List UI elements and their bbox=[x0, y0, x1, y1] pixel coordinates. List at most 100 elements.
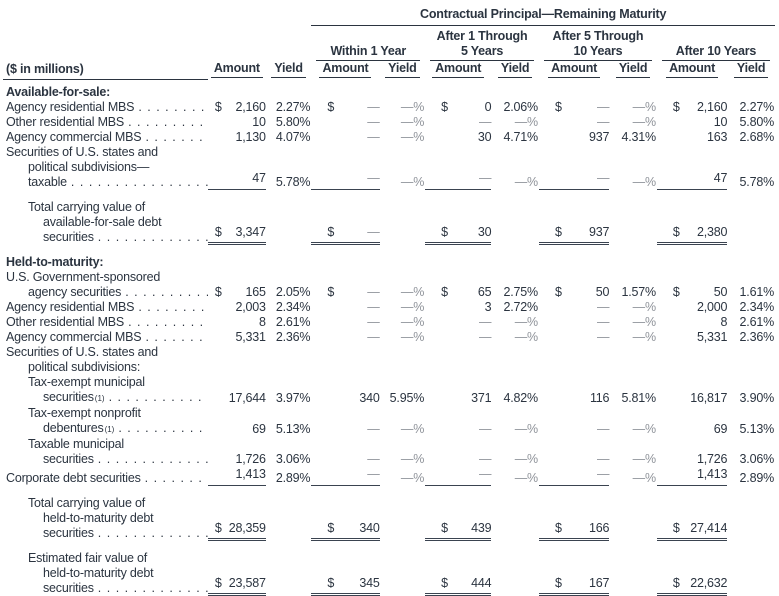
amount-value: — bbox=[596, 467, 610, 481]
yield-value: —% bbox=[632, 115, 656, 129]
yield-value: —% bbox=[632, 100, 656, 114]
amount-cell: 937 bbox=[539, 130, 609, 145]
footnote-marker: (1) bbox=[104, 425, 115, 434]
row-label-text: Tax-exempt nonprofit bbox=[28, 406, 141, 420]
yield-value: —% bbox=[632, 315, 656, 329]
dot-leader bbox=[98, 230, 208, 245]
amount-cell: $2,160 bbox=[657, 100, 728, 115]
amount-value: — bbox=[479, 315, 492, 329]
row-label-text: securities bbox=[43, 526, 94, 540]
row-label-text: securities bbox=[43, 390, 94, 404]
dot-leader bbox=[118, 421, 208, 436]
yield-value: 5.95% bbox=[389, 391, 425, 405]
amount-wrap: — bbox=[539, 315, 610, 330]
yield-value: —% bbox=[400, 175, 425, 189]
dot-leader bbox=[109, 390, 208, 405]
amount-value: — bbox=[367, 452, 380, 466]
group-label-line: 5 Years bbox=[460, 44, 504, 58]
amount-wrap: $ — bbox=[539, 100, 610, 115]
amount-cell: $0 bbox=[425, 100, 491, 115]
col-header-amount: Amount bbox=[657, 61, 727, 80]
row-label-text: held-to-maturity debt bbox=[43, 566, 154, 580]
amount-wrap: 3 bbox=[425, 300, 492, 315]
currency-sign: $ bbox=[672, 285, 680, 299]
yield-value: —% bbox=[632, 471, 656, 485]
amount-value: 17,644 bbox=[228, 391, 266, 405]
row-label-line: U.S. Government-sponsored bbox=[3, 270, 208, 285]
amount-wrap: $345 bbox=[311, 576, 380, 596]
table-row: Securities of U.S. states and political s… bbox=[3, 145, 775, 190]
amount-value: 2,160 bbox=[235, 100, 266, 114]
amount-value: 50 bbox=[713, 285, 728, 299]
dot-leader bbox=[145, 471, 208, 486]
yield-value bbox=[491, 200, 539, 245]
amount-value: 10 bbox=[713, 115, 728, 129]
currency-sign: $ bbox=[672, 521, 680, 535]
currency-sign: $ bbox=[327, 100, 335, 114]
main-header-title: Contractual Principal—Remaining Maturity bbox=[311, 7, 775, 26]
yield-value: 4.71% bbox=[503, 130, 538, 144]
amount-wrap: $ — bbox=[311, 225, 380, 245]
row-label-text: Tax-exempt municipal bbox=[28, 375, 145, 389]
amount-value: 166 bbox=[589, 521, 610, 535]
dot-leader bbox=[71, 175, 208, 190]
amount-cell: 10 bbox=[208, 115, 266, 130]
amount-cell: $444 bbox=[425, 551, 492, 596]
amount-cell: 47 bbox=[656, 145, 727, 190]
dot-leader bbox=[145, 130, 207, 145]
amount-cell: $3,347 bbox=[207, 200, 266, 245]
row-label-text: Securities of U.S. states and bbox=[6, 345, 158, 359]
amount-wrap: $22,632 bbox=[656, 576, 727, 596]
row-label-text: Agency residential MBS bbox=[6, 300, 135, 314]
yield-value: —% bbox=[400, 130, 425, 144]
row-label-line: securities bbox=[3, 452, 208, 467]
amount-cell: — bbox=[425, 115, 492, 130]
row-label: Other residential MBS bbox=[3, 115, 208, 130]
amount-wrap: — bbox=[311, 422, 380, 437]
col-header-amount: Amount bbox=[208, 61, 266, 80]
row-label-line: Corporate debt securities bbox=[3, 471, 208, 486]
amount-value: 1,413 bbox=[235, 467, 266, 481]
amount-value: 65 bbox=[477, 285, 492, 299]
row-label-text: securities bbox=[43, 230, 94, 244]
row-label-line: securities bbox=[3, 526, 208, 541]
table-row: Securities of U.S. states and political s… bbox=[3, 345, 775, 375]
row-label: Securities of U.S. states and political s… bbox=[3, 345, 208, 375]
section-header-row: Held-to-maturity: bbox=[3, 255, 775, 270]
empty-cells bbox=[208, 80, 775, 100]
yield-value bbox=[266, 551, 312, 596]
currency-sign: $ bbox=[441, 576, 448, 590]
amount-value: 8 bbox=[259, 315, 266, 329]
yield-value: 4.31% bbox=[621, 130, 656, 144]
amount-wrap: — bbox=[311, 171, 380, 190]
currency-sign: $ bbox=[327, 285, 335, 299]
amount-wrap: 10 bbox=[657, 115, 728, 130]
amount-cell: — bbox=[311, 300, 380, 315]
yield-value: 2.89% bbox=[739, 471, 775, 485]
amount-value: — bbox=[367, 285, 380, 299]
amount-value: 937 bbox=[589, 130, 610, 144]
amount-wrap: — bbox=[538, 171, 610, 190]
amount-cell: 8 bbox=[208, 315, 266, 330]
amount-value: — bbox=[367, 300, 380, 314]
group-label-line: After 10 Years bbox=[675, 44, 757, 58]
amount-cell: $65 bbox=[425, 270, 491, 300]
header-spacer bbox=[3, 4, 311, 26]
row-label: Agency residential MBS bbox=[3, 100, 208, 115]
row-label-text: Other residential MBS bbox=[6, 315, 125, 329]
amount-wrap: — bbox=[539, 300, 610, 315]
row-label-line: held-to-maturity debt bbox=[3, 511, 208, 526]
amount-value: 1,726 bbox=[696, 452, 728, 466]
amount-value: 340 bbox=[359, 521, 380, 535]
amount-value: — bbox=[596, 422, 610, 436]
col-header-yield: Yield bbox=[609, 61, 657, 80]
yield-value: —% bbox=[514, 422, 538, 436]
amount-wrap: 8 bbox=[657, 315, 727, 330]
amount-wrap: — bbox=[311, 300, 380, 315]
table-row: Agency commercial MBS 1,130 4.07% — —% 30 4.71… bbox=[3, 130, 775, 145]
amount-wrap: 1,130 bbox=[208, 130, 266, 145]
amount-cell: $ — bbox=[311, 270, 379, 300]
yield-value bbox=[380, 551, 426, 596]
yield-value: 4.07% bbox=[275, 130, 311, 144]
